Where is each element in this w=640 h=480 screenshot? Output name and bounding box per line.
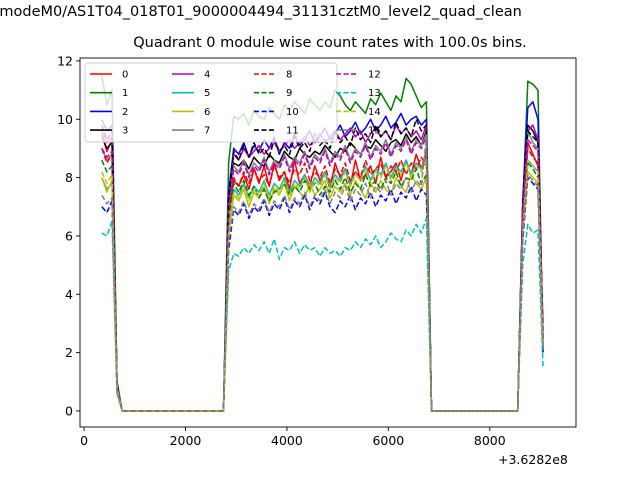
x-tick-label: 8000	[474, 433, 506, 448]
series-line-6	[101, 171, 544, 412]
y-tick-label: 10	[57, 112, 73, 127]
legend-label-4: 4	[204, 70, 210, 81]
y-tick-label: 12	[57, 53, 73, 68]
series-line-10	[101, 176, 544, 412]
series-layer	[101, 75, 544, 412]
legend-label-15: 15	[368, 126, 381, 137]
series-line-15	[101, 136, 544, 412]
legend-label-2: 2	[122, 107, 128, 118]
legend-label-0: 0	[122, 70, 128, 81]
legend-label-8: 8	[286, 70, 292, 81]
figure-suptitle: n file: modeM0/AS1T04_018T01_9000004494_…	[0, 4, 640, 26]
y-tick-label: 0	[65, 403, 73, 418]
series-line-4	[101, 124, 544, 412]
axes-frame	[79, 57, 577, 428]
legend-label-10: 10	[286, 107, 299, 118]
x-tick-label: 0	[80, 433, 88, 448]
series-line-9	[101, 159, 544, 412]
x-tick-label: 4000	[271, 433, 303, 448]
legend-label-1: 1	[122, 88, 128, 99]
series-line-13	[101, 217, 544, 412]
x-tick-label: 2000	[170, 433, 202, 448]
series-line-11	[101, 118, 544, 412]
y-tick-label: 8	[65, 170, 73, 185]
legend-label-13: 13	[368, 88, 381, 99]
legend-label-7: 7	[204, 126, 210, 137]
x-tick-label: 6000	[372, 433, 404, 448]
y-tick-label: 6	[65, 228, 73, 243]
series-line-3	[101, 124, 544, 412]
legend-label-3: 3	[122, 126, 128, 137]
y-tick-label: 4	[65, 287, 73, 302]
series-line-14	[101, 159, 544, 412]
legend-label-5: 5	[204, 88, 210, 99]
x-offset-label: +3.6282e8	[498, 452, 568, 467]
series-line-8	[101, 147, 544, 412]
legend-label-14: 14	[368, 107, 381, 118]
y-tick-label: 2	[65, 345, 73, 360]
suptitle-text: n file: modeM0/AS1T04_018T01_9000004494_…	[0, 4, 522, 20]
legend-box	[84, 62, 338, 143]
legend-label-6: 6	[204, 107, 210, 118]
legend-label-11: 11	[286, 126, 299, 137]
series-line-0	[101, 133, 544, 412]
series-line-2	[101, 101, 544, 412]
chart-title: Quadrant 0 module wise count rates with …	[133, 35, 527, 51]
legend-label-9: 9	[286, 88, 292, 99]
legend-label-12: 12	[368, 70, 381, 81]
